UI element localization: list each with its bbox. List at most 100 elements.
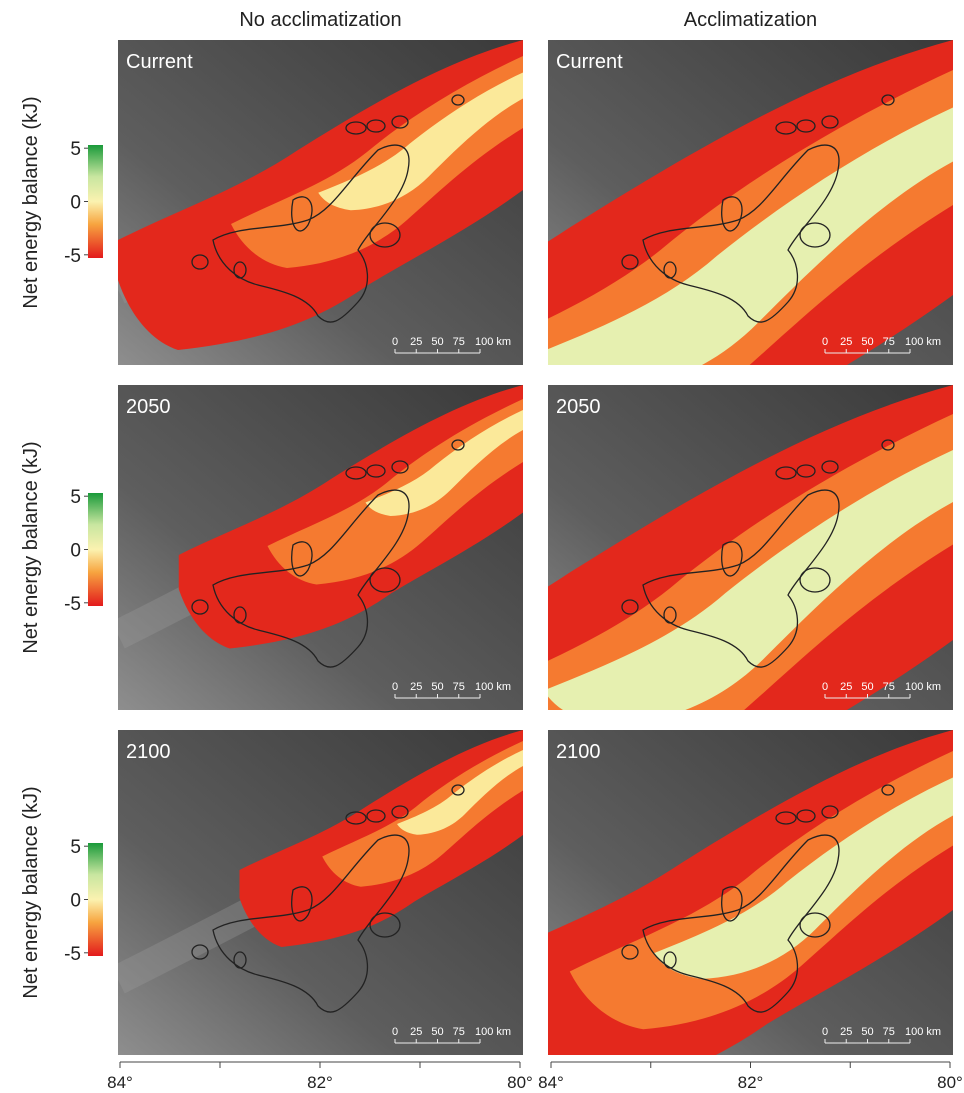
- map-content: [548, 40, 953, 365]
- range-outline: [663, 951, 677, 969]
- map-panel: 2050 0 25 50 75 100 km: [548, 385, 953, 710]
- range-outline: [451, 439, 465, 451]
- map-content: [118, 40, 523, 365]
- range-outline: [796, 119, 816, 133]
- panel-label: Current: [126, 51, 193, 73]
- scale-label: 25: [410, 1026, 422, 1038]
- range-outline: [663, 606, 677, 624]
- range-outline: [799, 222, 831, 248]
- x-tick-label: 80°: [937, 1073, 963, 1092]
- scale-label: 50: [861, 681, 873, 693]
- range-outline: [345, 121, 367, 135]
- x-tick-label: 80°: [507, 1073, 533, 1092]
- scale-label: 100 km: [905, 1026, 941, 1038]
- range-outline: [799, 567, 831, 593]
- panel-label: 2100: [126, 741, 171, 763]
- range-outline: [642, 144, 840, 323]
- scale-label: 75: [883, 1026, 895, 1038]
- range-outline: [663, 261, 677, 279]
- scale-label: 0: [822, 681, 828, 693]
- range-outline: [621, 254, 639, 270]
- column-title: No acclimatization: [239, 9, 401, 31]
- y-axis-label: Net energy balance (kJ): [20, 786, 42, 998]
- map-panel: Current 0 25 50 75 100 km: [548, 40, 953, 365]
- map-panel: 2100 0 25 50 75 100 km: [548, 730, 953, 1055]
- colorbar-tick-label: 0: [70, 891, 81, 912]
- colorbar: [88, 145, 103, 258]
- colorbar-tick-label: 0: [70, 541, 81, 562]
- range-outline: [821, 460, 839, 474]
- scale-label: 75: [453, 681, 465, 693]
- range-outline: [881, 439, 895, 451]
- scale-label: 25: [840, 1026, 852, 1038]
- x-tick-label: 84°: [107, 1073, 133, 1092]
- range-outline: [191, 599, 209, 615]
- heat-yellow: [318, 72, 523, 211]
- range-outline: [796, 464, 816, 478]
- colorbar: [88, 843, 103, 956]
- range-outline: [451, 94, 465, 106]
- range-outline: [642, 489, 840, 668]
- scale-label: 25: [840, 336, 852, 348]
- scale-label: 100 km: [905, 681, 941, 693]
- range-outline: [345, 811, 367, 825]
- range-outline: [391, 460, 409, 474]
- range-outline: [233, 951, 247, 969]
- range-outline: [775, 121, 797, 135]
- range-outline: [212, 489, 410, 668]
- heat-orange: [548, 414, 953, 710]
- panel-label: Current: [556, 51, 623, 73]
- range-outline: [233, 606, 247, 624]
- range-outline: [366, 809, 386, 823]
- range-outline: [642, 834, 840, 1013]
- scale-label: 100 km: [475, 1026, 511, 1038]
- range-outline: [775, 811, 797, 825]
- range-outline: [621, 599, 639, 615]
- range-outline: [366, 119, 386, 133]
- range-outline: [233, 261, 247, 279]
- map-content: [548, 385, 953, 710]
- map-content: [548, 730, 953, 1055]
- heat-yellow: [365, 410, 523, 516]
- range-outline: [391, 115, 409, 129]
- range-outline: [621, 944, 639, 960]
- scale-label: 25: [410, 336, 422, 348]
- map-panel: 2100 0 25 50 75 100 km: [118, 730, 523, 1055]
- column-title: Acclimatization: [684, 9, 817, 31]
- map-content: [118, 730, 523, 1055]
- colorbar-tick-label: -5: [64, 594, 81, 615]
- colorbar-tick-label: 5: [70, 837, 81, 858]
- range-outline: [366, 464, 386, 478]
- scale-label: 100 km: [475, 681, 511, 693]
- range-outline: [799, 912, 831, 938]
- range-outline: [821, 805, 839, 819]
- range-outline: [191, 944, 209, 960]
- range-outline: [821, 115, 839, 129]
- heat-yellow: [653, 777, 953, 979]
- heat-yellow: [548, 449, 953, 710]
- scale-label: 25: [840, 681, 852, 693]
- heat-orange: [548, 70, 953, 365]
- map-panel: 2050 0 25 50 75 100 km: [118, 385, 523, 710]
- colorbar-tick-label: 0: [70, 193, 81, 214]
- heat-yellow: [548, 107, 953, 365]
- colorbar-tick-label: 5: [70, 139, 81, 160]
- x-tick-label: 84°: [538, 1073, 564, 1092]
- panel-label: 2050: [126, 396, 171, 418]
- range-outline: [369, 222, 401, 248]
- range-outline: [212, 144, 410, 323]
- heat-yellow: [397, 750, 523, 835]
- scale-label: 75: [883, 681, 895, 693]
- range-outline: [191, 254, 209, 270]
- range-outline: [369, 567, 401, 593]
- colorbar: [88, 493, 103, 606]
- scale-label: 0: [822, 336, 828, 348]
- range-outline: [881, 784, 895, 796]
- x-tick-label: 82°: [307, 1073, 333, 1092]
- range-outline: [451, 784, 465, 796]
- range-outline: [391, 805, 409, 819]
- colorbar-tick-label: -5: [64, 944, 81, 965]
- scale-label: 100 km: [475, 336, 511, 348]
- range-outline: [369, 912, 401, 938]
